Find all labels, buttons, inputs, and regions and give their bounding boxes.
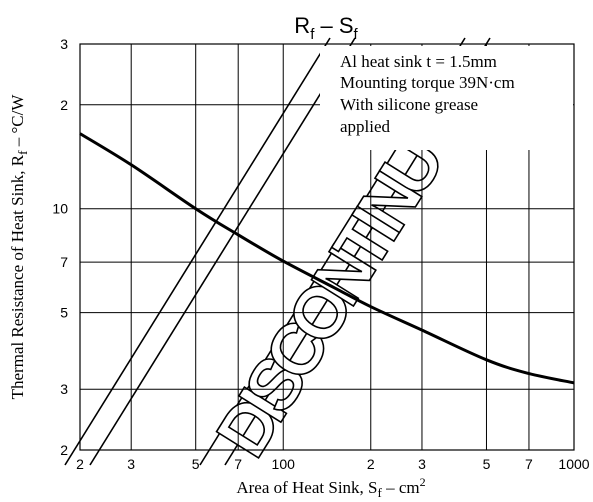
x-tick-label: 1000 (558, 456, 589, 472)
y-tick-labels: 2 3 5 7 10 2 3 (52, 36, 68, 458)
annotation-box (320, 46, 573, 150)
plot-frame (79, 43, 575, 451)
x-tick-label: 7 (234, 456, 242, 472)
y-tick-label: 2 (60, 97, 68, 113)
y-tick-label: 3 (60, 36, 68, 52)
y-tick-label: 10 (52, 201, 68, 217)
annotation-line-3: With silicone grease (340, 95, 478, 114)
y-tick-label: 7 (60, 254, 68, 270)
x-tick-labels: 2 3 5 7 100 2 3 5 7 1000 (76, 456, 590, 472)
x-tick-label: 2 (76, 456, 84, 472)
x-tick-label: 3 (418, 456, 426, 472)
y-tick-label: 2 (60, 442, 68, 458)
y-tick-label: 5 (60, 305, 68, 321)
y-tick-label: 3 (60, 381, 68, 397)
chart-title: Rf – Sf (294, 13, 358, 43)
series-line (79, 132, 575, 385)
x-axis-label: Area of Heat Sink, Sf – cm2 (236, 475, 425, 500)
x-tick-label: 5 (483, 456, 491, 472)
x-tick-label: 2 (367, 456, 375, 472)
x-tick-label: 5 (192, 456, 200, 472)
annotation-line-1: Al heat sink t = 1.5mm (340, 52, 497, 71)
annotation-line-4: applied (340, 117, 391, 136)
x-tick-label: 100 (272, 456, 296, 472)
annotation-line-2: Mounting torque 39N·cm (340, 73, 515, 92)
y-axis-label: Thermal Resistance of Heat Sink, Rf – °C… (8, 94, 30, 400)
x-tick-label: 7 (525, 456, 533, 472)
x-tick-label: 3 (127, 456, 135, 472)
